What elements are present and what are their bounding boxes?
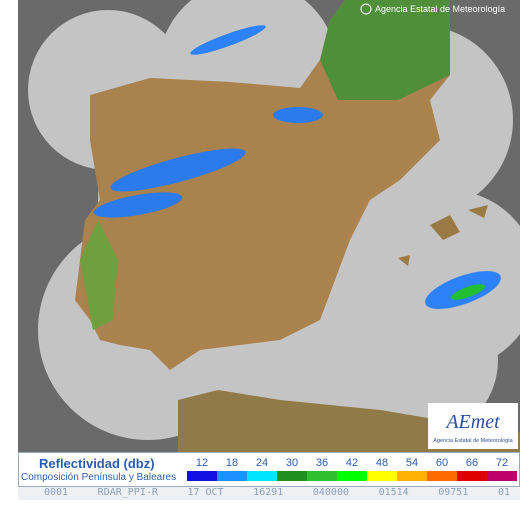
legend-label: 30 (285, 457, 299, 469)
legend-swatch (457, 471, 487, 481)
legend-item: 66 (457, 457, 487, 481)
legend-label: 66 (465, 457, 479, 469)
legend-scale: 12 18 24 30 36 42 48 54 60 66 72 (187, 457, 517, 481)
legend-item: 24 (247, 457, 277, 481)
status-field: 01514 (378, 487, 409, 498)
legend-subtitle: Composición Península y Baleares (21, 472, 177, 483)
status-field: 040000 (312, 487, 349, 498)
legend-label: 60 (435, 457, 449, 469)
legend-item: 48 (367, 457, 397, 481)
legend-swatch (187, 471, 217, 481)
legend: Reflectividad (dbz) Composición Penínsul… (18, 452, 520, 487)
status-field: RDAR_PPI-R (97, 487, 158, 498)
legend-item: 30 (277, 457, 307, 481)
legend-label: 54 (405, 457, 419, 469)
copyright-text: Agencia Estatal de Meteorología (375, 4, 505, 14)
logo-subtitle: Agencia Estatal de Meteorología (433, 438, 513, 444)
status-field: 0001 (44, 487, 69, 498)
copyright: Agencia Estatal de Meteorología (360, 3, 505, 15)
logo-name: AEmet (444, 411, 500, 433)
legend-swatch (277, 471, 307, 481)
legend-label: 24 (255, 457, 269, 469)
legend-item: 42 (337, 457, 367, 481)
legend-label: 72 (495, 457, 509, 469)
legend-swatch (247, 471, 277, 481)
legend-title: Reflectividad (dbz) (39, 456, 155, 471)
status-field: 16291 (253, 487, 284, 498)
radar-map: Agencia Estatal de Meteorología AEmet Ag… (18, 0, 520, 452)
status-field: 01 (497, 487, 510, 498)
legend-swatch (307, 471, 337, 481)
legend-item: 18 (217, 457, 247, 481)
legend-item: 36 (307, 457, 337, 481)
status-bar: 0001 RDAR_PPI-R 17 OCT 16291 040000 01514 0975… (18, 487, 520, 500)
legend-swatch (487, 471, 517, 481)
status-field: 09751 (438, 487, 469, 498)
legend-swatch (397, 471, 427, 481)
legend-swatch (427, 471, 457, 481)
legend-item: 12 (187, 457, 217, 481)
legend-swatch (217, 471, 247, 481)
legend-label: 36 (315, 457, 329, 469)
legend-label: 48 (375, 457, 389, 469)
legend-swatch (367, 471, 397, 481)
status-field: 17 OCT (187, 487, 224, 498)
legend-item: 60 (427, 457, 457, 481)
legend-label: 18 (225, 457, 239, 469)
legend-label: 42 (345, 457, 359, 469)
legend-item: 72 (487, 457, 517, 481)
legend-item: 54 (397, 457, 427, 481)
legend-label: 12 (195, 457, 209, 469)
logo: AEmet Agencia Estatal de Meteorología (428, 403, 518, 449)
legend-swatch (337, 471, 367, 481)
